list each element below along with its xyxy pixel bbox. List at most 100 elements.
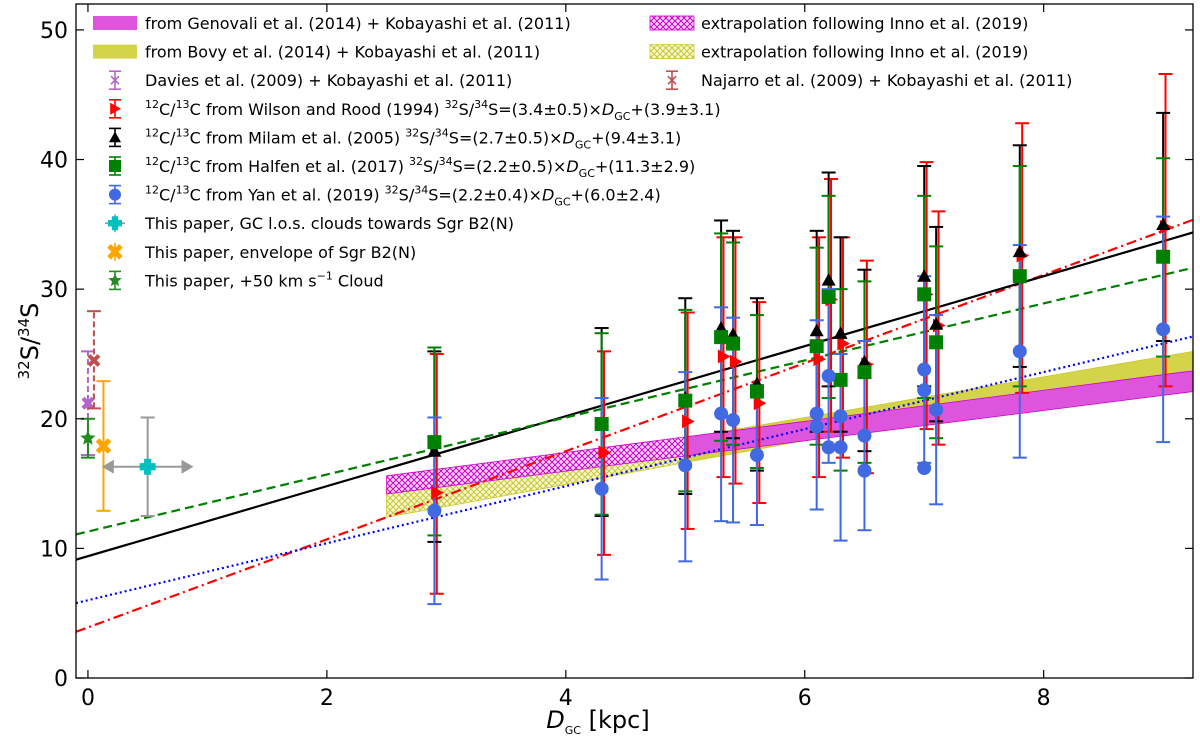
y-axis-label: 32S/34S bbox=[15, 303, 44, 380]
wilson-point bbox=[729, 354, 743, 369]
halfen-legend-marker bbox=[109, 160, 121, 172]
x-tick-label: 8 bbox=[1037, 686, 1051, 711]
yan-point bbox=[594, 481, 609, 496]
halfen-point bbox=[821, 289, 836, 304]
halfen-point bbox=[917, 287, 932, 302]
yan-point bbox=[678, 458, 693, 473]
y-tick-label: 20 bbox=[40, 408, 68, 433]
yan-point bbox=[726, 413, 741, 428]
halfen-point bbox=[929, 335, 944, 350]
halfen-fit-line bbox=[76, 266, 1193, 536]
milam-legend-handle bbox=[109, 127, 121, 148]
cloud50-point bbox=[80, 430, 96, 445]
halfen-point bbox=[809, 339, 824, 354]
fit-lines bbox=[76, 218, 1193, 633]
yan-point bbox=[749, 448, 764, 463]
wilson-legend-marker bbox=[110, 102, 121, 115]
envelope-legend-label: This paper, envelope of Sgr B2(N) bbox=[144, 243, 416, 262]
milam-point bbox=[917, 269, 932, 282]
halfen-legend-handle bbox=[109, 156, 121, 176]
extrap_yellow-legend-label: extrapolation following Inno et al. (201… bbox=[701, 43, 1028, 62]
wilson-point bbox=[598, 445, 612, 460]
wilson-point bbox=[431, 485, 444, 500]
legend: from Genovali et al. (2014) + Kobayashi … bbox=[93, 14, 1072, 290]
yan-point bbox=[427, 503, 442, 518]
yan-legend-marker bbox=[109, 188, 121, 201]
wilson-point bbox=[753, 396, 767, 411]
yan-point bbox=[821, 368, 836, 383]
halfen-point bbox=[1012, 269, 1027, 284]
x-tick-label: 6 bbox=[798, 686, 812, 711]
davies-legend-handle bbox=[109, 70, 121, 90]
x-tick-label: 4 bbox=[559, 686, 573, 711]
milam-legend-marker bbox=[109, 131, 121, 143]
y-tick-label: 50 bbox=[40, 19, 68, 44]
halfen-legend-label: 12C/13C from Halfen et al. (2017) 32S/34… bbox=[145, 155, 695, 180]
extrap_yellow-legend-handle bbox=[649, 44, 695, 59]
cloud50-legend-marker bbox=[108, 273, 122, 287]
milam-fit-line bbox=[76, 231, 1193, 561]
yan-point bbox=[809, 419, 824, 434]
wilson-point bbox=[682, 414, 695, 429]
halfen-point bbox=[857, 365, 872, 380]
davies-point bbox=[81, 396, 95, 410]
los-legend-handle bbox=[105, 214, 125, 233]
yan-point bbox=[714, 406, 729, 421]
milam-point bbox=[809, 323, 824, 337]
najarro-legend-handle bbox=[666, 70, 678, 90]
los-point bbox=[139, 458, 156, 475]
najarro-point bbox=[87, 353, 101, 367]
y-tick-label: 0 bbox=[54, 667, 68, 692]
wilson-point bbox=[717, 349, 731, 364]
yan-fit-line bbox=[76, 335, 1193, 605]
plot-frame bbox=[75, 3, 1194, 679]
wilson-legend-handle bbox=[109, 99, 121, 119]
milam-point bbox=[857, 354, 872, 368]
los-legend-label: This paper, GC l.o.s. clouds towards Sgr… bbox=[144, 214, 514, 233]
milam-point bbox=[929, 317, 944, 330]
yan-legend-label: 12C/13C from Yan et al. (2019) 32S/34S=(… bbox=[145, 184, 661, 209]
yan-point bbox=[857, 428, 872, 443]
yan-point bbox=[1156, 322, 1171, 337]
yan-point bbox=[833, 409, 848, 424]
wilson-point bbox=[837, 336, 850, 351]
data-points bbox=[80, 72, 1173, 606]
yan-point bbox=[821, 440, 836, 455]
x-axis-label: DGC [kpc] bbox=[546, 706, 649, 737]
wilson-fit-line bbox=[76, 218, 1193, 633]
yan-legend-handle bbox=[109, 184, 121, 205]
los-legend-marker bbox=[108, 216, 122, 231]
y-tick-label: 10 bbox=[40, 537, 68, 562]
milam-legend-label: 12C/13C from Milam et al. (2005) 32S/34S… bbox=[145, 126, 681, 151]
bovy-legend-handle bbox=[93, 44, 137, 59]
halfen-point bbox=[594, 416, 609, 431]
axes: 0 2 4 6 8 0 10 20 30 40 50 bbox=[40, 4, 1193, 711]
extrap_magenta-legend-label: extrapolation following Inno et al. (201… bbox=[701, 14, 1028, 33]
halfen-point bbox=[714, 330, 729, 345]
y-tick-label: 40 bbox=[40, 149, 68, 174]
milam-point bbox=[1156, 217, 1171, 230]
yan-point bbox=[833, 440, 848, 455]
genovali-legend-handle bbox=[93, 16, 137, 30]
halfen-point bbox=[749, 384, 764, 399]
wilson-point bbox=[813, 352, 827, 367]
davies-legend-label: Davies et al. (2009) + Kobayashi et al. … bbox=[145, 71, 512, 90]
halfen-point bbox=[678, 393, 693, 408]
wilson-errorbar bbox=[429, 352, 444, 595]
najarro-legend-label: Najarro et al. (2009) + Kobayashi et al.… bbox=[701, 71, 1072, 90]
yan-point bbox=[917, 383, 932, 398]
cloud50-legend-label: This paper, +50 km s−1 Cloud bbox=[144, 269, 384, 290]
y-tick-label: 30 bbox=[40, 278, 68, 303]
cloud50-legend-handle bbox=[108, 270, 122, 291]
yan-point bbox=[917, 362, 932, 377]
bovy-legend-label: from Bovy et al. (2014) + Kobayashi et a… bbox=[145, 43, 540, 62]
yan-point bbox=[917, 461, 932, 476]
x-tick-label: 0 bbox=[81, 686, 95, 711]
halfen-point bbox=[726, 336, 741, 351]
milam-point bbox=[833, 326, 848, 339]
halfen-point bbox=[833, 372, 848, 387]
milam-point bbox=[1012, 244, 1027, 258]
wilson-legend-label: 12C/13C from Wilson and Rood (1994) 32S/… bbox=[145, 98, 721, 123]
x-tick-label: 2 bbox=[320, 686, 334, 711]
